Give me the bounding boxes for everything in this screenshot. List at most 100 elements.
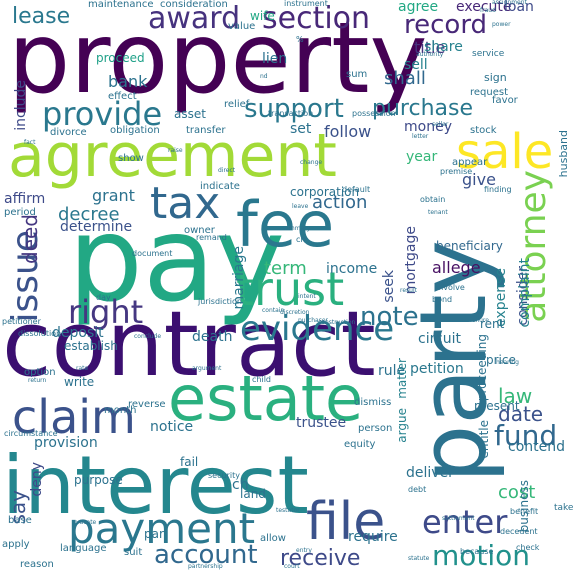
cloud-word: tenant [428, 209, 448, 216]
cloud-word: option [24, 367, 56, 378]
cloud-word: title [414, 38, 446, 57]
cloud-word: rent [480, 317, 505, 331]
cloud-word: proceeding [475, 334, 489, 402]
cloud-word: section [262, 1, 371, 36]
cloud-word: par [144, 527, 164, 541]
cloud-word: effect [108, 91, 137, 102]
cloud-word: purchaser [298, 317, 329, 324]
cloud-word: date [498, 402, 544, 426]
cloud-word: beneficiary [436, 239, 503, 253]
cloud-word: loan [504, 0, 534, 15]
cloud-word: pay [68, 190, 286, 328]
cloud-word: contract [2, 292, 376, 397]
cloud-word: cost [498, 482, 536, 503]
cloud-word: entry [296, 547, 312, 554]
cloud-word: suit [124, 547, 143, 558]
cloud-word: provide [42, 95, 163, 133]
cloud-word: price [486, 353, 516, 367]
cloud-word: apply [2, 539, 30, 550]
cloud-word: show [118, 153, 144, 164]
cloud-word: stock [470, 125, 497, 136]
cloud-word: transaction [268, 109, 314, 118]
cloud-word: benefit [510, 507, 539, 516]
cloud-word: remand [196, 233, 227, 242]
cloud-word: check [516, 543, 540, 552]
cloud-word: support [244, 94, 344, 124]
cloud-word: construction [318, 319, 356, 326]
cloud-word: estate [168, 362, 364, 435]
cloud-word: intent [298, 293, 316, 300]
cloud-word: equity [344, 439, 376, 450]
cloud-word: provision [34, 435, 98, 451]
cloud-word: fund [494, 419, 558, 452]
cloud-word: appear [452, 157, 488, 168]
cloud-word: sign [484, 71, 507, 84]
cloud-word: jurisdiction [198, 297, 242, 306]
cloud-word: nd [260, 73, 268, 80]
cloud-word: trustee [296, 415, 347, 431]
cloud-word: proceed [96, 51, 145, 65]
cloud-word: day [96, 293, 111, 302]
cloud-word: authority [416, 51, 444, 58]
cloud-word: action [312, 192, 368, 213]
cloud-word: letter [412, 133, 429, 140]
cloud-word: obligation [110, 125, 160, 136]
cloud-word: vacate [76, 519, 97, 526]
cloud-word: determine [60, 219, 133, 235]
cloud-word: rule [378, 363, 406, 379]
cloud-word: allow [260, 533, 286, 544]
cloud-word: value [228, 21, 256, 32]
cloud-word: deliver [406, 465, 454, 481]
cloud-word: summary [282, 225, 311, 232]
cloud-word: obtain [420, 195, 446, 204]
cloud-word: reverse [128, 399, 166, 410]
cloud-word: write [64, 375, 95, 389]
cloud-word: finding [484, 185, 512, 194]
cloud-word: transfer [186, 125, 226, 136]
cloud-word: tax [150, 178, 221, 229]
cloud-word: month [104, 405, 137, 416]
cloud-word: agree [398, 0, 439, 15]
cloud-word: ch [232, 477, 249, 493]
cloud-word: file [306, 492, 386, 552]
cloud-word: % [296, 35, 304, 44]
cloud-word: notice [150, 419, 194, 435]
cloud-word: failure [470, 317, 489, 324]
cloud-word: grant [92, 186, 135, 205]
cloud-word: contend [508, 439, 565, 455]
cloud-word: purchase [372, 96, 473, 121]
cloud-word: allege [432, 258, 481, 277]
cloud-word: bond [432, 295, 453, 304]
cloud-word: indicate [200, 181, 240, 192]
cloud-word: security [208, 471, 240, 480]
cloud-word: court [284, 563, 300, 570]
cloud-word: because [460, 547, 494, 556]
cloud-word: statute [408, 555, 430, 562]
cloud-word: assignment [492, 0, 527, 6]
cloud-word: seek [381, 270, 397, 303]
cloud-word: document [132, 249, 173, 258]
cloud-word: note [360, 302, 419, 332]
cloud-word: reason [20, 559, 54, 570]
cloud-word: testator [276, 507, 300, 514]
cloud-word: fail [180, 455, 199, 469]
cloud-word: return [28, 377, 47, 384]
cloud-word: receive [280, 546, 361, 571]
cloud-word: sell [404, 57, 428, 73]
cloud-word: rate [76, 365, 89, 372]
cloud-word: child [252, 375, 271, 384]
cloud-word: conclude [134, 333, 162, 340]
cloud-word: deny [29, 462, 45, 497]
cloud-word: fee [236, 188, 335, 261]
cloud-word: law [498, 384, 533, 408]
cloud-word: trust [236, 262, 345, 316]
cloud-word: complaint [517, 258, 533, 328]
cloud-word: relief [224, 99, 250, 110]
cloud-word: period [4, 207, 36, 218]
cloud-word: leave [292, 203, 309, 210]
cloud-word: sale [456, 124, 554, 180]
cloud-word: claim [12, 390, 136, 444]
cloud-word: service [472, 49, 505, 59]
cloud-word: discretion [280, 309, 310, 316]
